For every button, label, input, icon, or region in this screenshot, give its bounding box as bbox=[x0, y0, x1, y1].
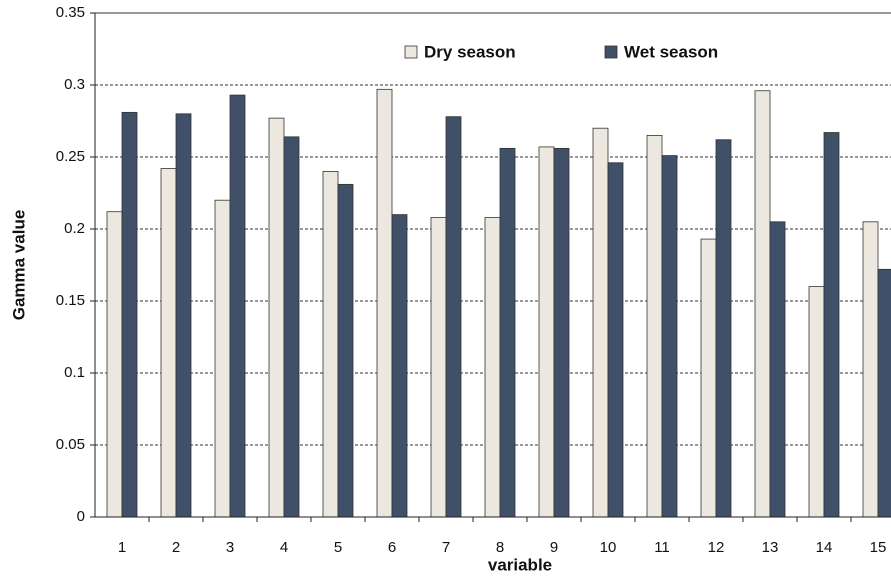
bar bbox=[391, 214, 408, 518]
x-tick-label: 1 bbox=[118, 539, 126, 556]
legend-label: Dry season bbox=[424, 42, 516, 61]
bar bbox=[769, 221, 786, 518]
bar bbox=[121, 111, 138, 518]
x-tick-label: 10 bbox=[600, 539, 617, 556]
bar bbox=[376, 88, 393, 518]
x-tick-label: 8 bbox=[496, 539, 504, 556]
bar bbox=[700, 238, 717, 518]
legend-swatch bbox=[604, 45, 618, 59]
y-tick-label: 0.15 bbox=[56, 292, 85, 309]
bar bbox=[268, 117, 285, 518]
bar bbox=[823, 132, 840, 518]
x-tick-label: 11 bbox=[654, 539, 670, 556]
bar bbox=[808, 286, 825, 518]
y-tick-label: 0.1 bbox=[64, 364, 85, 381]
bar bbox=[337, 183, 354, 518]
bar bbox=[592, 127, 609, 518]
x-tick-label: 5 bbox=[334, 539, 342, 556]
y-tick-label: 0.35 bbox=[56, 4, 85, 21]
bar bbox=[607, 162, 624, 518]
bar bbox=[445, 116, 462, 518]
y-tick-label: 0.2 bbox=[64, 220, 85, 237]
bar bbox=[646, 134, 663, 518]
x-tick-label: 7 bbox=[442, 539, 450, 556]
bar bbox=[322, 170, 339, 518]
y-tick-label: 0 bbox=[77, 508, 85, 525]
x-tick-label: 15 bbox=[870, 539, 887, 556]
x-tick-label: 4 bbox=[280, 539, 288, 556]
x-tick-label: 3 bbox=[226, 539, 234, 556]
bar bbox=[715, 139, 732, 518]
y-tick-label: 0.05 bbox=[56, 436, 85, 453]
x-tick-label: 12 bbox=[708, 539, 725, 556]
bar bbox=[214, 199, 231, 518]
bar bbox=[430, 217, 447, 518]
x-tick-label: 9 bbox=[550, 539, 558, 556]
bar bbox=[538, 146, 555, 518]
bar bbox=[106, 211, 123, 518]
x-tick-label: 6 bbox=[388, 539, 396, 556]
bar bbox=[862, 221, 879, 518]
bar bbox=[499, 147, 516, 518]
x-tick-label: 13 bbox=[762, 539, 779, 556]
bar bbox=[553, 147, 570, 518]
bar bbox=[661, 155, 678, 518]
y-tick-label: 0.3 bbox=[64, 76, 85, 93]
y-axis-title: Gamma value bbox=[9, 210, 28, 321]
bar bbox=[877, 268, 891, 518]
bar bbox=[283, 136, 300, 518]
x-axis-title: variable bbox=[488, 555, 552, 574]
y-tick-label: 0.25 bbox=[56, 148, 85, 165]
bar bbox=[229, 94, 246, 518]
x-tick-label: 14 bbox=[816, 539, 833, 556]
bar bbox=[484, 217, 501, 518]
x-tick-label: 2 bbox=[172, 539, 180, 556]
legend-swatch bbox=[404, 45, 418, 59]
bar bbox=[754, 90, 771, 518]
bar bbox=[175, 113, 192, 518]
bar bbox=[160, 168, 177, 518]
legend-label: Wet season bbox=[624, 42, 718, 61]
